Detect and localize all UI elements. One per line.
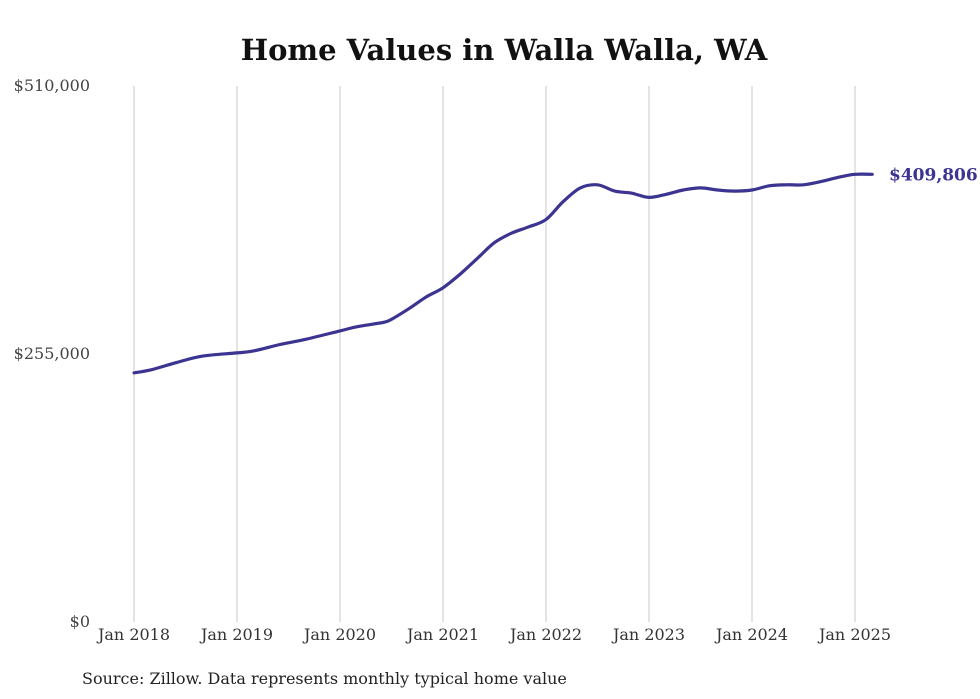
x-tick-label: Jan 2018 <box>96 625 170 644</box>
x-tick-label: Jan 2022 <box>508 625 582 644</box>
end-value-label: $409,806 <box>889 165 978 185</box>
grid-lines <box>133 86 856 622</box>
x-axis-ticks: Jan 2018 Jan 2019 Jan 2020 Jan 2021 Jan 2022… <box>96 625 891 644</box>
source-note: Source: Zillow. Data represents monthly … <box>82 669 567 688</box>
x-tick-label: Jan 2025 <box>817 625 891 644</box>
y-tick-label: $510,000 <box>14 76 90 95</box>
x-tick-label: Jan 2023 <box>611 625 685 644</box>
series-line-home-value <box>132 172 874 375</box>
y-axis-ticks: $0 $255,000 $510,000 <box>14 76 90 631</box>
x-tick-label: Jan 2019 <box>199 625 273 644</box>
y-tick-label: $0 <box>70 612 90 631</box>
chart-title: Home Values in Walla Walla, WA <box>241 33 768 67</box>
x-tick-label: Jan 2024 <box>714 625 788 644</box>
x-tick-label: Jan 2021 <box>405 625 479 644</box>
y-tick-label: $255,000 <box>14 344 90 363</box>
x-tick-label: Jan 2020 <box>302 625 376 644</box>
